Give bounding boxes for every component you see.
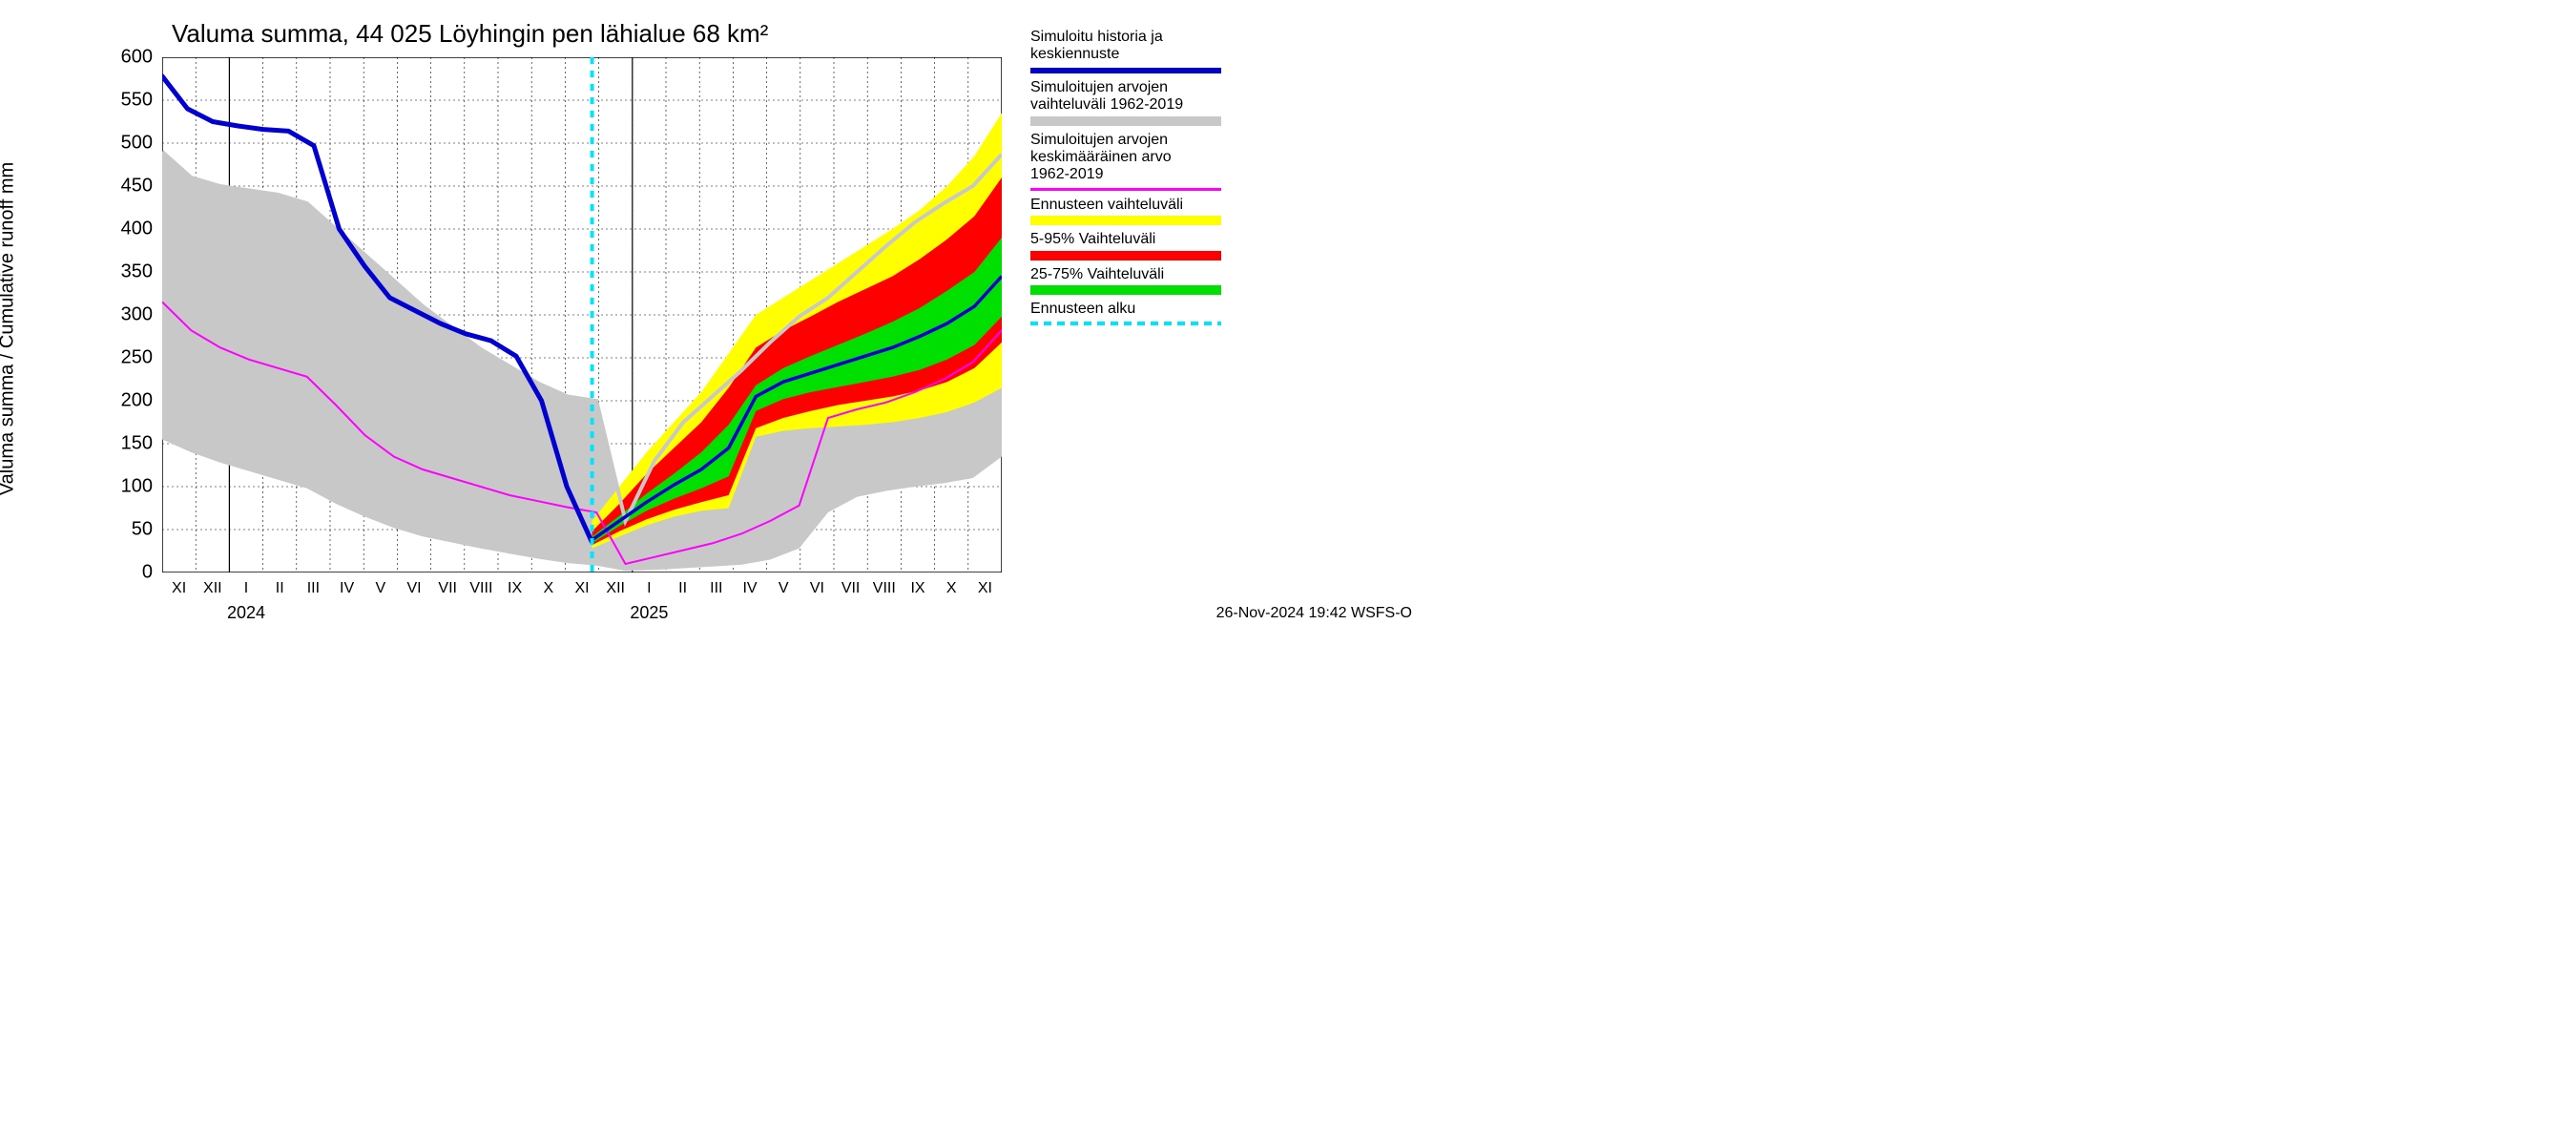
legend-swatch — [1030, 116, 1221, 126]
y-tick-label: 200 — [105, 390, 153, 412]
x-month-label: II — [678, 580, 687, 597]
x-month-label: VI — [406, 580, 421, 597]
legend-entry: 5-95% Vaihteluväli — [1030, 231, 1221, 260]
y-tick-label: 550 — [105, 90, 153, 112]
y-tick-label: 350 — [105, 261, 153, 283]
x-month-label: VI — [810, 580, 824, 597]
legend-entry: Simuloitu historia jakeskiennuste — [1030, 29, 1221, 73]
x-month-label: V — [375, 580, 385, 597]
legend-entry: Ennusteen alku — [1030, 301, 1221, 325]
y-tick-label: 50 — [105, 519, 153, 541]
x-month-label: II — [276, 580, 284, 597]
x-month-label: IV — [340, 580, 354, 597]
x-month-label: XII — [606, 580, 625, 597]
y-tick-label: 300 — [105, 304, 153, 326]
legend-text: Ennusteen vaihteluväli — [1030, 197, 1221, 214]
legend-text: Simuloitujen arvojen — [1030, 79, 1221, 96]
x-month-label: III — [710, 580, 722, 597]
legend-swatch — [1030, 285, 1221, 295]
legend-text: Simuloitu historia ja — [1030, 29, 1221, 46]
x-month-label: VIII — [873, 580, 896, 597]
x-month-label: VII — [438, 580, 457, 597]
x-month-label: X — [946, 580, 957, 597]
x-month-label: III — [307, 580, 320, 597]
y-tick-label: 150 — [105, 433, 153, 455]
legend-swatch — [1030, 251, 1221, 260]
chart-container: Valuma summa / Cumulative runoff mm Valu… — [0, 0, 1431, 635]
x-month-label: I — [244, 580, 248, 597]
legend-text: 25-75% Vaihteluväli — [1030, 266, 1221, 283]
legend-swatch — [1030, 216, 1221, 225]
legend-text: Ennusteen alku — [1030, 301, 1221, 318]
y-tick-label: 400 — [105, 219, 153, 240]
legend-swatch — [1030, 68, 1221, 73]
x-month-label: X — [543, 580, 553, 597]
plot-area: 050100150200250300350400450500550600 XIX… — [162, 57, 1002, 572]
legend: Simuloitu historia jakeskiennusteSimuloi… — [1030, 29, 1221, 331]
x-month-label: XI — [574, 580, 589, 597]
x-year-label: 2024 — [227, 603, 265, 623]
legend-text: 5-95% Vaihteluväli — [1030, 231, 1221, 248]
x-month-label: IV — [742, 580, 757, 597]
x-month-label: XI — [978, 580, 992, 597]
y-tick-label: 250 — [105, 347, 153, 369]
y-tick-label: 500 — [105, 133, 153, 155]
y-tick-label: 100 — [105, 476, 153, 498]
x-month-label: V — [779, 580, 789, 597]
x-month-label: XI — [172, 580, 186, 597]
chart-svg — [162, 57, 1002, 572]
y-axis-label: Valuma summa / Cumulative runoff mm — [0, 162, 19, 495]
legend-entry: Ennusteen vaihteluväli — [1030, 197, 1221, 225]
footer-timestamp: 26-Nov-2024 19:42 WSFS-O — [1216, 605, 1412, 622]
x-month-label: VII — [841, 580, 861, 597]
x-month-label: IX — [910, 580, 924, 597]
y-tick-label: 0 — [105, 562, 153, 584]
legend-entry: Simuloitujen arvojenkeskimääräinen arvo … — [1030, 132, 1221, 191]
x-month-label: IX — [508, 580, 522, 597]
legend-entry: 25-75% Vaihteluväli — [1030, 266, 1221, 295]
x-month-label: I — [647, 580, 651, 597]
chart-title: Valuma summa, 44 025 Löyhingin pen lähia… — [172, 19, 768, 49]
legend-swatch — [1030, 322, 1221, 325]
x-month-label: VIII — [469, 580, 492, 597]
y-tick-label: 450 — [105, 176, 153, 198]
y-tick-label: 600 — [105, 47, 153, 69]
x-year-label: 2025 — [630, 603, 668, 623]
x-month-label: XII — [203, 580, 222, 597]
legend-text: Simuloitujen arvojen — [1030, 132, 1221, 149]
legend-swatch — [1030, 188, 1221, 191]
legend-entry: Simuloitujen arvojenvaihteluväli 1962-20… — [1030, 79, 1221, 126]
